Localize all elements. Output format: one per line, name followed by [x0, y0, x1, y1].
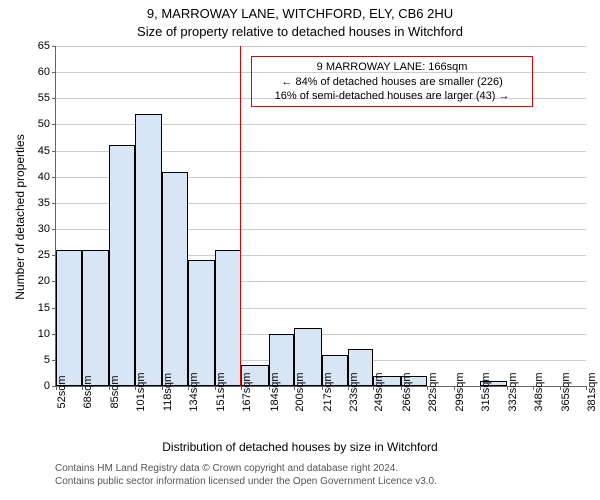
annotation-line-1: 9 MARROWAY LANE: 166sqm [258, 60, 526, 74]
x-tick-label: 381sqm [586, 372, 598, 411]
annotation-line-2: ← 84% of detached houses are smaller (22… [258, 75, 526, 89]
x-tick-label: 85sqm [109, 375, 121, 408]
x-tick-label: 332sqm [507, 372, 519, 411]
y-tick-label: 15 [38, 302, 56, 314]
x-tick-label: 101sqm [135, 372, 147, 411]
y-tick-label: 25 [38, 249, 56, 261]
annotation-box: 9 MARROWAY LANE: 166sqm← 84% of detached… [251, 56, 533, 107]
x-tick-label: 68sqm [82, 375, 94, 408]
histogram-bar [135, 114, 162, 386]
y-tick-label: 30 [38, 223, 56, 235]
x-tick-label: 365sqm [560, 372, 572, 411]
reference-line [240, 46, 241, 386]
y-tick-label: 65 [38, 40, 56, 52]
x-tick-label: 315sqm [480, 372, 492, 411]
y-tick-label: 10 [38, 328, 56, 340]
x-tick-label: 118sqm [162, 373, 174, 411]
plot-area: 0510152025303540455055606552sqm68sqm85sq… [55, 46, 586, 387]
chart-title: 9, MARROWAY LANE, WITCHFORD, ELY, CB6 2H… [0, 6, 600, 21]
histogram-chart: 9, MARROWAY LANE, WITCHFORD, ELY, CB6 2H… [0, 0, 600, 500]
x-tick-label: 184sqm [269, 372, 281, 411]
chart-subtitle: Size of property relative to detached ho… [0, 24, 600, 39]
y-tick-label: 0 [44, 380, 56, 392]
y-tick-label: 35 [38, 197, 56, 209]
footer-attribution: Contains HM Land Registry data © Crown c… [55, 462, 437, 488]
histogram-bar [56, 250, 82, 386]
histogram-bar [162, 172, 188, 386]
x-axis-label: Distribution of detached houses by size … [0, 440, 600, 454]
annotation-line-3: 16% of semi-detached houses are larger (… [258, 89, 526, 103]
x-tick-label: 233sqm [348, 372, 360, 411]
x-tick-label: 282sqm [427, 372, 439, 411]
x-tick-label: 167sqm [241, 372, 253, 411]
histogram-bar [82, 250, 109, 386]
y-tick-label: 20 [38, 275, 56, 287]
x-tick-label: 266sqm [401, 372, 413, 411]
x-tick-label: 134sqm [188, 372, 200, 411]
x-tick-label: 348sqm [533, 372, 545, 411]
x-tick-label: 217sqm [322, 372, 334, 411]
x-tick-label: 151sqm [215, 372, 227, 411]
histogram-bar [215, 250, 241, 386]
y-tick-label: 55 [38, 92, 56, 104]
x-tick-label: 52sqm [56, 375, 68, 408]
footer-line-1: Contains HM Land Registry data © Crown c… [55, 462, 437, 475]
y-axis-label: Number of detached properties [13, 117, 27, 317]
y-tick-label: 5 [44, 354, 56, 366]
x-tick-label: 200sqm [294, 372, 306, 411]
x-tick-label: 249sqm [373, 372, 385, 411]
histogram-bar [109, 145, 135, 386]
x-tick-label: 299sqm [454, 372, 466, 411]
gridline [56, 46, 586, 47]
y-tick-label: 60 [38, 66, 56, 78]
footer-line-2: Contains public sector information licen… [55, 475, 437, 488]
histogram-bar [188, 260, 215, 386]
y-tick-label: 45 [38, 145, 56, 157]
y-tick-label: 50 [38, 118, 56, 130]
y-tick-label: 40 [38, 171, 56, 183]
